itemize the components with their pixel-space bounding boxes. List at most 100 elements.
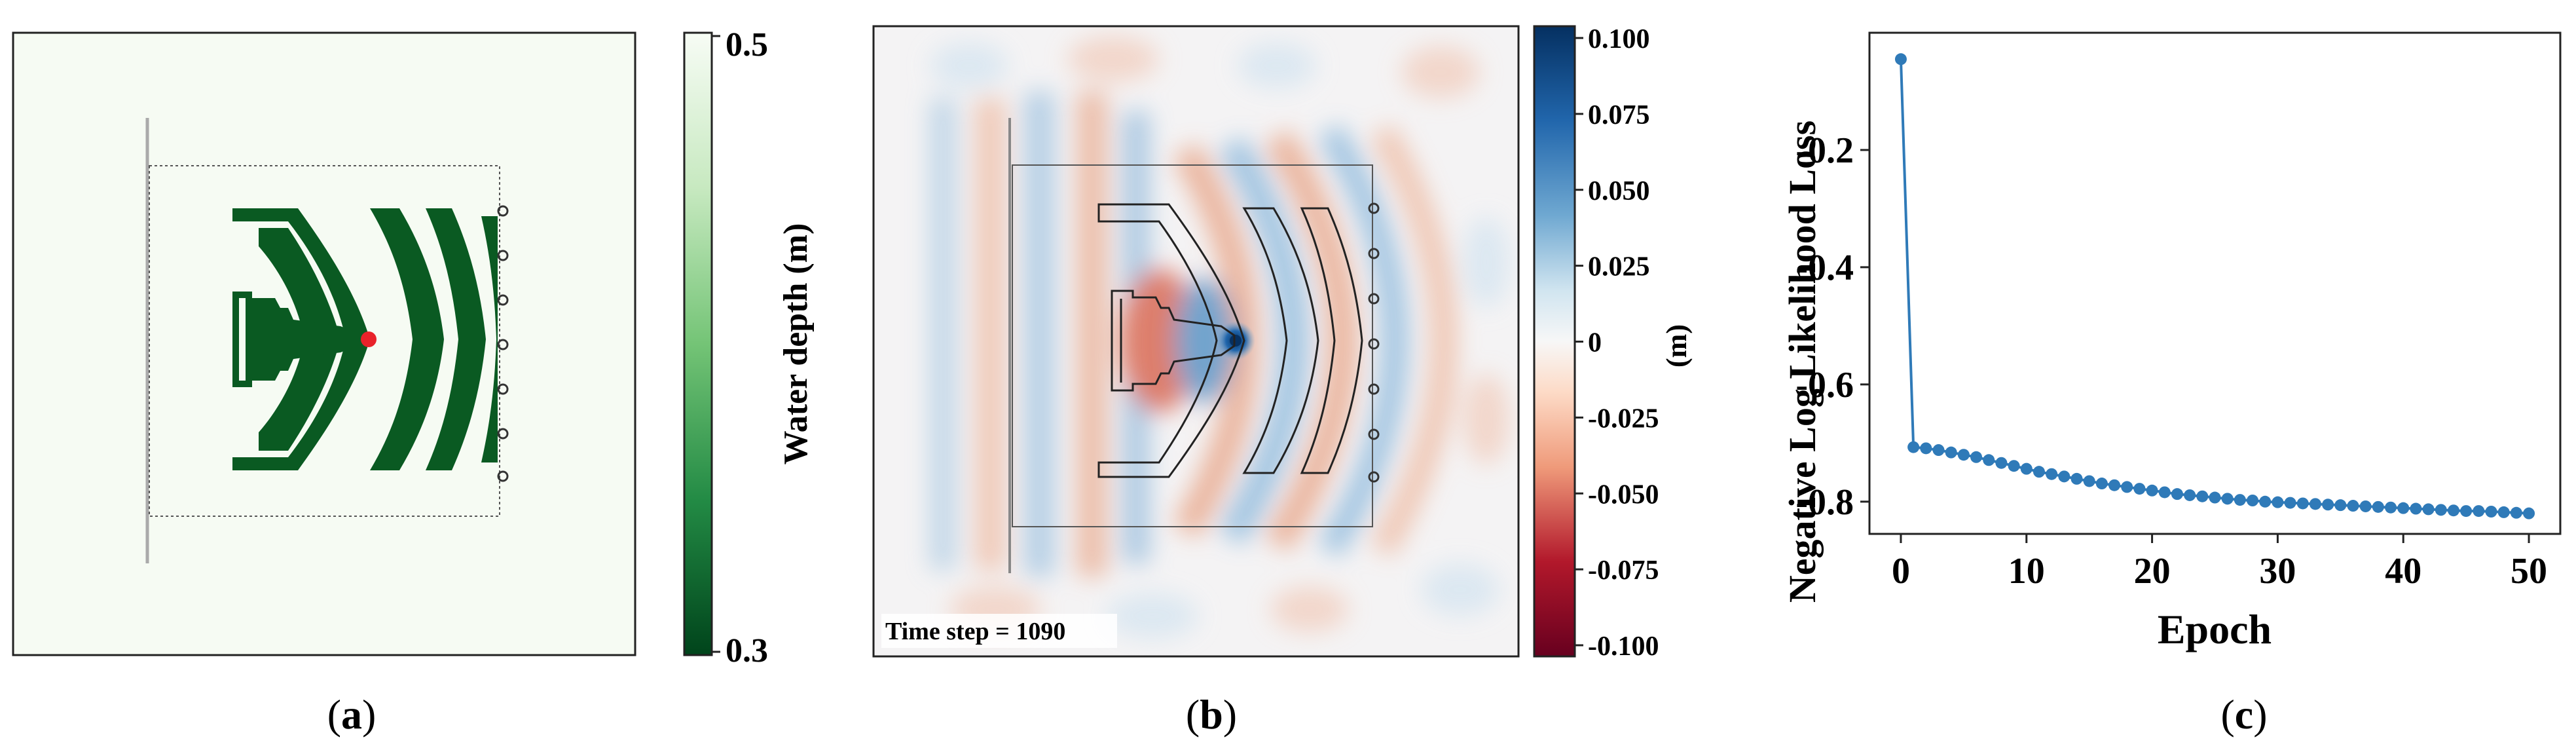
panel-c-data-point — [2070, 472, 2083, 485]
panel-c-data-point — [2247, 495, 2259, 506]
panel-c-y-tick-label: -0.4 — [1795, 248, 1854, 288]
panel-a-source-point — [361, 331, 377, 347]
panel-c-data-point — [2347, 500, 2359, 512]
panel-c-data-point — [1907, 441, 1920, 453]
panel-b-domain-box — [1012, 164, 1373, 527]
panel-c-data-point — [1970, 451, 1983, 463]
panel-c: 0 10 20 30 40 50 -0.2 -0.4 -0.6 -0.8 Epoch Negati… — [1781, 31, 2562, 738]
panel-b-sensor — [1368, 338, 1380, 350]
panel-c-data-point — [2209, 491, 2221, 504]
panel-b-sensor — [1368, 471, 1380, 483]
panel-c-x-tick-label: 10 — [2008, 551, 2045, 592]
panel-a: 0.5 0.3 Water depth (m) (a) — [12, 26, 815, 738]
panel-b-colorbar-label: (m) — [1661, 324, 1693, 368]
panel-c-data-point — [2372, 500, 2384, 513]
panel-c-data-point — [2259, 495, 2272, 508]
panel-b-sensor — [1368, 248, 1380, 259]
panel-b-annotation: Time step = 1090 — [885, 618, 1065, 645]
panel-c-x-tick-label: 50 — [2511, 551, 2547, 592]
panel-c-data-point — [2510, 506, 2522, 519]
panel-c-data-point — [2410, 502, 2422, 515]
panel-c-plot-area — [1868, 31, 2562, 535]
panel-c-data-point — [2221, 493, 2234, 505]
panel-b-sensors — [1368, 202, 1380, 483]
panel-c-data-point — [2334, 499, 2347, 512]
panel-b-colorbar — [1533, 25, 1576, 658]
panel-c-data-point — [1957, 449, 1970, 461]
panel-c-data-point — [2497, 506, 2510, 518]
panel-c-y-tick-label: -0.8 — [1795, 482, 1854, 523]
panel-b-colorbar-tick-label: -0.025 — [1588, 404, 1659, 434]
panel-b-colorbar-tick-label: -0.100 — [1588, 631, 1659, 662]
panel-a-label: (a) — [327, 691, 377, 738]
panel-b-colorbar-tick-label: 0 — [1588, 328, 1602, 358]
panel-c-data-point — [2284, 497, 2296, 509]
panel-c-data-point — [2385, 501, 2397, 514]
panel-b-colorbar-ticks: 0.100 0.075 0.050 0.025 0 -0.025 -0.050 -0.075 -… — [1575, 24, 1659, 662]
panel-c-x-tick-label: 30 — [2259, 551, 2296, 592]
panel-c-label: (c) — [2220, 691, 2267, 738]
panel-c-data-point — [2485, 506, 2497, 518]
panel-c-data-point — [2083, 475, 2095, 487]
panel-b-colorbar-tick-label: 0.050 — [1588, 176, 1650, 206]
panel-b-colorbar-tick-label: 0.025 — [1588, 252, 1650, 282]
panel-a-colorbar-tick-label: 0.5 — [726, 26, 768, 64]
panel-b-colorbar-tick-label: -0.075 — [1588, 556, 1659, 586]
panel-c-data-point — [2133, 483, 2146, 495]
panel-a-sensor — [497, 428, 509, 440]
panel-c-data-point — [2171, 488, 2183, 500]
panel-c-y-tick-label: -0.2 — [1795, 130, 1854, 171]
panel-c-data-point — [2296, 497, 2309, 510]
panel-c-data-point — [2108, 479, 2121, 491]
panel-a-sensor — [497, 205, 509, 217]
panel-a-shallow-region — [232, 208, 498, 470]
panel-b-colorbar-tick-label: 0.100 — [1588, 24, 1650, 54]
panel-a-sensor — [497, 250, 509, 261]
panel-b-sensor — [1368, 383, 1380, 395]
panel-c-data-point — [2121, 481, 2133, 493]
panel-c-data-point — [2272, 496, 2284, 508]
panel-c-y-tick-label: -0.6 — [1795, 365, 1854, 405]
panel-b-label: (b) — [1186, 691, 1237, 738]
panel-b-annotation-box — [881, 614, 1117, 648]
panel-c-data-point — [2309, 498, 2321, 510]
panel-c-x-tick-label: 0 — [1892, 551, 1910, 592]
panel-a-colorbar-tick-label: 0.3 — [726, 632, 768, 669]
panel-b-wavefield — [930, 36, 1509, 639]
panel-c-data-point — [2460, 505, 2473, 518]
panel-c-data-point — [2447, 504, 2459, 517]
panel-a-colorbar — [683, 31, 713, 656]
panel-c-data-point — [1920, 442, 1932, 455]
panel-a-sensor — [497, 383, 509, 395]
panel-c-data-point — [2020, 462, 2033, 475]
panel-a-lens-slit — [239, 298, 246, 381]
panel-c-data-point — [2523, 507, 2535, 519]
panel-b: Time step = 1090 0.100 0.075 0.050 0.025 0 -0… — [872, 24, 1693, 738]
panel-b-colorbar-tick-label: -0.050 — [1588, 480, 1659, 510]
panel-c-data-point — [2158, 486, 2171, 499]
panel-c-data-point — [1995, 457, 2008, 469]
panel-c-data-point — [2473, 505, 2485, 518]
panel-c-data-point — [2322, 499, 2334, 511]
panel-c-data-point — [1983, 454, 1995, 466]
panel-a-sensor — [497, 470, 509, 482]
panel-c-x-tick-label: 40 — [2385, 551, 2421, 592]
panel-b-sensor — [1368, 293, 1380, 305]
panel-a-colorbar-label: Water depth (m) — [777, 223, 815, 465]
panel-b-sensor — [1368, 428, 1380, 440]
panel-b-source-point — [1230, 335, 1242, 347]
panel-c-data-point — [2008, 460, 2020, 472]
panel-c-data-point — [2196, 490, 2209, 502]
panel-c-x-tick-label: 20 — [2134, 551, 2171, 592]
panel-b-colorbar-tick-label: 0.075 — [1588, 100, 1650, 130]
panel-c-data-point — [2422, 503, 2435, 516]
panel-b-contours — [1097, 203, 1363, 478]
panel-b-plot-frame — [872, 25, 1520, 658]
panel-c-data-point — [2397, 502, 2410, 514]
panel-b-sensor — [1368, 202, 1380, 214]
panel-c-data-point — [2033, 466, 2045, 478]
panel-c-data-point — [2435, 504, 2447, 516]
panel-c-data-point — [2095, 478, 2108, 490]
panel-c-xlabel: Epoch — [2158, 606, 2272, 652]
